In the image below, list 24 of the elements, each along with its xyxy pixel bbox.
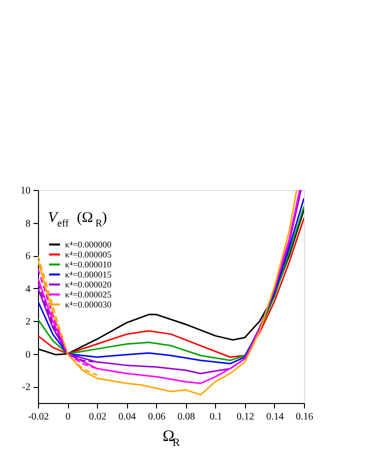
y-tick-label: 2 (26, 316, 30, 328)
y-tick-label: 10 (20, 186, 30, 196)
x-tick-label: 0.02 (88, 412, 106, 422)
x-tick-label: 0.06 (148, 412, 166, 422)
y-tick-label: 8 (26, 218, 30, 230)
y-tick-label: 4 (26, 284, 30, 295)
x-tick-label: 0.14 (266, 412, 284, 422)
x-tick-label: 0.1 (210, 412, 222, 422)
x-tick-label: -0.02 (28, 412, 49, 422)
legend-label: κ⁴=0.000010 (65, 260, 112, 270)
y-tick-label: 0 (26, 349, 30, 360)
y-tick-label: 6 (26, 251, 30, 262)
legend-label: κ⁴=0.000025 (65, 290, 112, 300)
legend-label: κ⁴=0.000020 (65, 280, 112, 290)
x-tick-label: 0.16 (296, 412, 314, 422)
x-tick-label: 0 (66, 412, 71, 422)
legend-label: κ⁴=0.000030 (65, 300, 112, 310)
x-tick-label: 0.12 (236, 412, 254, 422)
legend-label: κ⁴=0.000000 (65, 240, 112, 250)
x-tick-label: 0.08 (178, 412, 196, 422)
legend-label: κ⁴=0.000015 (65, 270, 112, 280)
y-tick-label: -2 (22, 382, 30, 394)
legend-label: κ⁴=0.000005 (65, 250, 112, 260)
x-tick-label: 0.04 (118, 412, 136, 422)
